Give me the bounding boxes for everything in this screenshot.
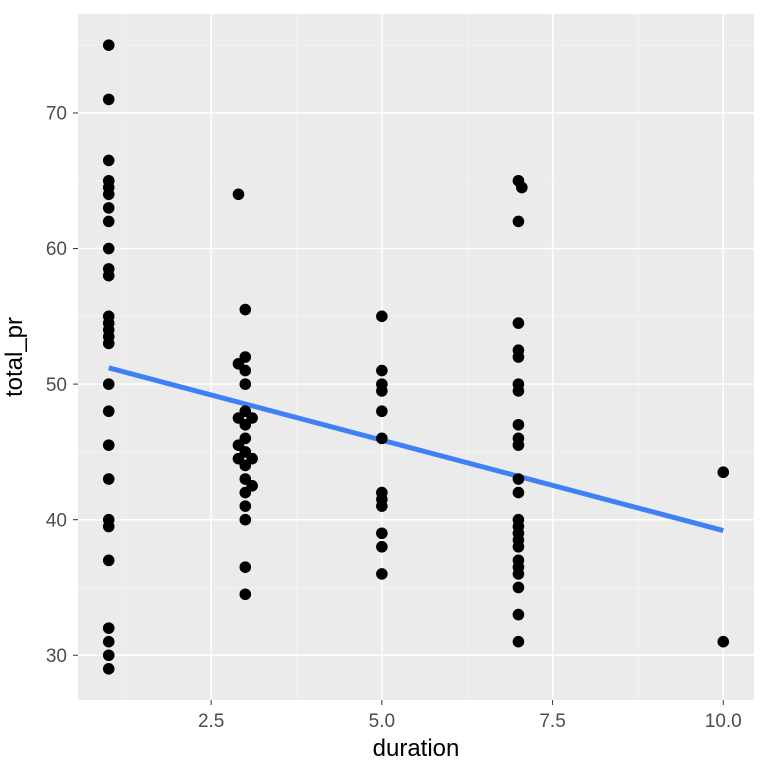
data-point: [103, 555, 115, 567]
data-point: [513, 385, 525, 397]
data-point: [376, 311, 388, 323]
y-tick-label: 30: [46, 646, 67, 667]
data-point: [376, 527, 388, 539]
data-point: [103, 270, 115, 282]
data-point: [513, 351, 525, 363]
data-point: [239, 561, 251, 573]
chart-svg: 2.5 5.0 7.5 10.0 30 40 50 60 70 duration total_pr: [0, 0, 768, 768]
data-point: [239, 304, 251, 316]
data-point: [239, 378, 251, 390]
data-point: [103, 636, 115, 648]
data-point: [103, 155, 115, 167]
y-axis-title: total_pr: [1, 317, 28, 397]
data-point: [103, 521, 115, 533]
data-point: [103, 622, 115, 634]
data-point: [239, 419, 251, 431]
data-point: [233, 189, 245, 201]
data-point: [513, 473, 525, 485]
data-point: [376, 365, 388, 377]
data-point: [513, 317, 525, 329]
data-point: [103, 649, 115, 661]
data-point: [239, 514, 251, 526]
data-point: [376, 541, 388, 553]
data-point: [239, 487, 251, 499]
data-point: [103, 405, 115, 417]
data-point: [103, 202, 115, 214]
data-point: [103, 39, 115, 51]
data-point: [103, 439, 115, 451]
y-tick-label: 60: [46, 239, 67, 260]
data-point: [717, 466, 729, 478]
x-tick-label: 5.0: [369, 711, 395, 732]
data-point: [376, 568, 388, 580]
x-tick-label: 10.0: [705, 711, 742, 732]
data-point: [103, 243, 115, 255]
data-point: [376, 405, 388, 417]
data-point: [103, 189, 115, 201]
data-point: [513, 541, 525, 553]
x-tick-label: 2.5: [198, 711, 224, 732]
x-axis-title: duration: [373, 735, 460, 762]
data-point: [103, 94, 115, 106]
data-point: [513, 636, 525, 648]
scatter-chart: 2.5 5.0 7.5 10.0 30 40 50 60 70 duration total_pr: [0, 0, 768, 768]
data-point: [103, 216, 115, 228]
data-point: [239, 500, 251, 512]
data-point: [513, 582, 525, 594]
data-point: [513, 487, 525, 499]
data-point: [103, 338, 115, 350]
y-tick-label: 40: [46, 510, 67, 531]
y-tick-label: 70: [46, 104, 67, 125]
data-point: [376, 500, 388, 512]
x-tick-label: 7.5: [539, 711, 565, 732]
data-point: [103, 378, 115, 390]
data-point: [103, 663, 115, 675]
y-tick-label: 50: [46, 375, 67, 396]
data-point: [513, 439, 525, 451]
data-point: [239, 588, 251, 600]
data-point: [513, 568, 525, 580]
data-point: [513, 419, 525, 431]
data-point: [513, 216, 525, 228]
data-point: [376, 433, 388, 445]
data-point: [239, 365, 251, 377]
data-point: [513, 609, 525, 621]
data-point: [516, 182, 528, 194]
data-point: [103, 473, 115, 485]
data-point: [239, 460, 251, 472]
data-point: [376, 385, 388, 397]
plot-panel: [78, 14, 754, 700]
data-point: [717, 636, 729, 648]
